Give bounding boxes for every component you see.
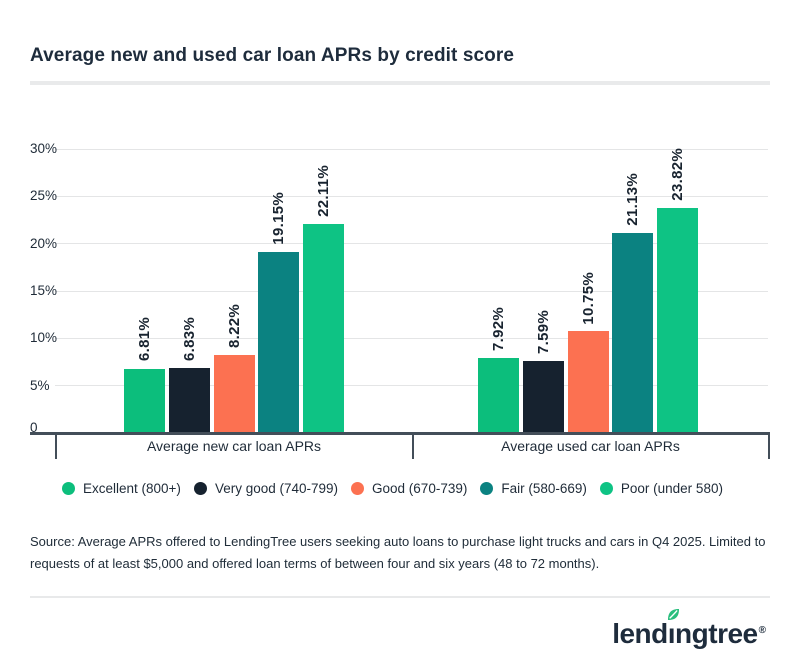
legend-dot-icon xyxy=(351,482,365,495)
bar-value-label-wrap: 6.83% xyxy=(169,317,210,361)
y-tick-label-10: 10% xyxy=(30,330,58,346)
legend-item-good-670-739: Good (670-739) xyxy=(351,481,467,496)
bar-value-label: 21.13% xyxy=(624,173,642,226)
bar-value-label-wrap: 7.59% xyxy=(523,310,564,354)
bar-value-label: 7.59% xyxy=(534,310,552,355)
legend-dot-icon xyxy=(193,482,207,495)
bar-value-label-wrap: 10.75% xyxy=(568,272,609,325)
legend-dot-icon xyxy=(599,482,613,495)
bar-value-label: 6.81% xyxy=(136,317,153,362)
bar-poor-under-580-average-used-car-loan-aprs xyxy=(657,207,698,433)
bar-value-label: 22.11% xyxy=(315,164,332,217)
bar-value-label: 8.22% xyxy=(225,304,243,349)
legend-label: Very good (740-799) xyxy=(214,481,339,496)
legend-dot-icon xyxy=(480,482,494,495)
y-tick-label-20: 20% xyxy=(30,235,58,251)
legend-label: Excellent (800+) xyxy=(83,481,181,496)
bar-value-label-wrap: 22.11% xyxy=(303,165,344,217)
bar-value-label-wrap: 23.82% xyxy=(657,148,698,201)
title-divider xyxy=(30,81,770,85)
plot-area: 30% 25% 20% 15% 10% 5% 0 6.81% 7.92% 6.83% 7.59% 8.… xyxy=(30,141,770,435)
legend-label: Poor (under 580) xyxy=(620,481,723,496)
legend-label: Fair (580-669) xyxy=(501,481,587,496)
bar-very-good-740-799-average-used-car-loan-aprs xyxy=(522,361,564,433)
bar-poor-under-580-average-new-car-loan-aprs xyxy=(303,223,344,433)
legend-item-excellent-800: Excellent (800+) xyxy=(62,481,181,496)
x-axis-line xyxy=(30,432,770,435)
chart-legend: Excellent (800+) Very good (740-799) Good … xyxy=(62,481,723,496)
leaf-icon xyxy=(667,608,679,621)
x-axis-tick-left xyxy=(55,432,57,459)
gridline-30 xyxy=(55,148,768,150)
bar-fair-580-669-average-new-car-loan-aprs xyxy=(258,251,300,433)
legend-label: Good (670-739) xyxy=(372,481,468,496)
legend-item-poor-under-580: Poor (under 580) xyxy=(599,481,723,496)
bar-excellent-800-average-new-car-loan-aprs xyxy=(124,368,165,433)
legend-item-very-good-740-799: Very good (740-799) xyxy=(193,481,339,496)
bar-very-good-740-799-average-new-car-loan-aprs xyxy=(168,368,210,433)
bar-value-label: 6.83% xyxy=(180,317,198,362)
y-tick-label-25: 25% xyxy=(30,188,58,204)
gridline-20 xyxy=(55,243,768,245)
bar-fair-580-669-average-used-car-loan-aprs xyxy=(612,233,654,433)
bar-value-label: 23.82% xyxy=(669,147,686,201)
bar-value-label-wrap: 6.81% xyxy=(124,317,165,361)
bar-good-670-739-average-used-car-loan-aprs xyxy=(567,331,609,433)
page-title: Average new and used car loan APRs by cr… xyxy=(30,45,515,66)
x-axis-tick-middle xyxy=(412,432,414,459)
gridline-10 xyxy=(55,337,768,339)
lendingtree-logo: lendı ngtree® xyxy=(612,608,766,650)
footer-divider xyxy=(30,596,770,598)
logo-text-before: lend xyxy=(612,618,668,649)
bar-excellent-800-average-used-car-loan-aprs xyxy=(478,358,519,433)
bar-value-label-wrap: 7.92% xyxy=(478,307,519,351)
gridline-15 xyxy=(55,290,768,292)
gridline-25 xyxy=(55,195,768,197)
bar-value-label: 10.75% xyxy=(579,271,597,325)
y-tick-label-30: 30% xyxy=(30,141,58,156)
y-tick-label-0: 0 xyxy=(30,420,38,435)
bar-value-label-wrap: 19.15% xyxy=(258,192,299,245)
bar-good-670-739-average-new-car-loan-aprs xyxy=(213,355,255,433)
category-label-new: Average new car loan APRs xyxy=(146,438,322,454)
y-tick-label-5: 5% xyxy=(30,377,50,393)
bar-value-label: 7.92% xyxy=(490,306,507,351)
x-axis-tick-right xyxy=(768,432,770,459)
bar-value-label-wrap: 8.22% xyxy=(214,304,255,348)
legend-dot-icon xyxy=(62,482,75,495)
category-label-used: Average used car loan APRs xyxy=(501,438,680,454)
gridline-5 xyxy=(55,385,768,387)
registered-mark: ® xyxy=(758,624,766,636)
legend-item-fair-580-669: Fair (580-669) xyxy=(480,481,587,496)
source-note: Source: Average APRs offered to LendingT… xyxy=(30,534,766,572)
bar-value-label: 19.15% xyxy=(270,192,288,245)
logo-letter-i: ı xyxy=(667,608,679,650)
y-tick-label-15: 15% xyxy=(30,283,58,298)
logo-text-after: ngtree xyxy=(675,618,758,649)
bar-value-label-wrap: 21.13% xyxy=(612,173,653,226)
